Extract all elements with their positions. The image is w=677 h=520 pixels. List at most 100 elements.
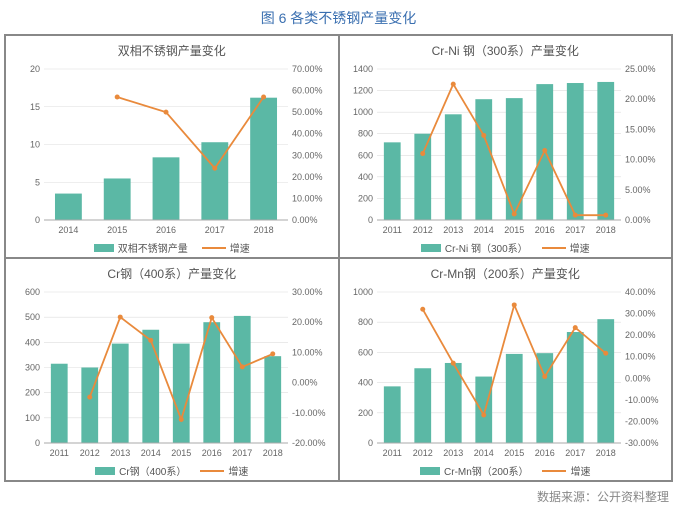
- svg-text:20.00%: 20.00%: [292, 317, 323, 327]
- svg-text:2012: 2012: [413, 448, 433, 458]
- svg-text:40.00%: 40.00%: [625, 287, 656, 297]
- svg-text:600: 600: [358, 347, 373, 357]
- svg-text:0: 0: [368, 438, 373, 448]
- chart-crmn200: Cr-Mn钢（200系）产量变化 02004006008001000-30.00…: [339, 258, 673, 481]
- svg-text:30.00%: 30.00%: [292, 287, 323, 297]
- svg-text:2018: 2018: [253, 225, 273, 235]
- chart-svg: 0 200 400 600 800 1000 1200 1400 0.00% 5.00% 10.00…: [345, 63, 665, 238]
- svg-text:2011: 2011: [383, 448, 402, 458]
- svg-text:20.00%: 20.00%: [625, 94, 656, 104]
- svg-text:5.00%: 5.00%: [625, 185, 651, 195]
- svg-text:60.00%: 60.00%: [292, 86, 323, 96]
- svg-text:2014: 2014: [474, 448, 494, 458]
- svg-text:0: 0: [35, 215, 40, 225]
- chart-title: Cr钢（400系）产量变化: [107, 265, 236, 282]
- svg-text:2016: 2016: [535, 225, 555, 235]
- svg-text:15.00%: 15.00%: [625, 124, 656, 134]
- chart-grid: 双相不锈钢产量变化 0 5 10 15 20 0.00% 10.00% 20.00% 30.00…: [4, 34, 673, 482]
- svg-text:0.00%: 0.00%: [625, 215, 651, 225]
- svg-text:100: 100: [25, 413, 40, 423]
- legend: Cr钢（400系） 增速: [95, 463, 248, 478]
- svg-text:1400: 1400: [353, 64, 373, 74]
- svg-text:600: 600: [358, 150, 373, 160]
- svg-text:2017: 2017: [565, 225, 585, 235]
- svg-text:10: 10: [30, 140, 40, 150]
- svg-text:400: 400: [358, 378, 373, 388]
- svg-text:2014: 2014: [58, 225, 78, 235]
- svg-text:20.00%: 20.00%: [625, 330, 656, 340]
- svg-text:25.00%: 25.00%: [625, 64, 656, 74]
- chart-svg: 0 100 200 300 400 500 600 -20.00% -10.00% 0.00% 10…: [12, 286, 332, 461]
- svg-text:2015: 2015: [107, 225, 127, 235]
- svg-text:2011: 2011: [383, 225, 402, 235]
- legend-bar: 双相不锈钢产量: [94, 240, 188, 255]
- svg-text:1200: 1200: [353, 86, 373, 96]
- svg-text:2012: 2012: [413, 225, 433, 235]
- svg-text:2015: 2015: [504, 225, 524, 235]
- svg-text:2017: 2017: [565, 448, 585, 458]
- chart-title: Cr-Mn钢（200系）产量变化: [431, 265, 580, 282]
- svg-text:0.00%: 0.00%: [292, 215, 318, 225]
- svg-text:30.00%: 30.00%: [292, 150, 323, 160]
- legend-bar: Cr-Ni 钢（300系）: [421, 240, 528, 255]
- svg-text:2013: 2013: [443, 448, 463, 458]
- legend-line: 增速: [542, 240, 590, 255]
- legend: Cr-Mn钢（200系） 增速: [420, 463, 590, 478]
- svg-text:200: 200: [25, 388, 40, 398]
- chart-title: Cr-Ni 钢（300系）产量变化: [432, 42, 579, 59]
- svg-text:2018: 2018: [596, 225, 616, 235]
- svg-text:2015: 2015: [171, 448, 191, 458]
- svg-text:10.00%: 10.00%: [625, 155, 656, 165]
- svg-text:5: 5: [35, 177, 40, 187]
- svg-text:40.00%: 40.00%: [292, 129, 323, 139]
- svg-text:10.00%: 10.00%: [292, 347, 323, 357]
- legend: Cr-Ni 钢（300系） 增速: [421, 240, 590, 255]
- svg-text:-20.00%: -20.00%: [292, 438, 326, 448]
- chart-svg: 02004006008001000-30.00%-20.00%-10.00%0.…: [345, 286, 665, 461]
- chart-title: 双相不锈钢产量变化: [118, 42, 226, 59]
- legend-line: 增速: [202, 240, 250, 255]
- svg-text:-10.00%: -10.00%: [292, 408, 326, 418]
- svg-text:2015: 2015: [504, 448, 524, 458]
- svg-text:2018: 2018: [596, 448, 616, 458]
- svg-text:1000: 1000: [353, 107, 373, 117]
- svg-text:400: 400: [25, 337, 40, 347]
- svg-text:2014: 2014: [474, 225, 494, 235]
- svg-text:0.00%: 0.00%: [292, 378, 318, 388]
- svg-text:50.00%: 50.00%: [292, 107, 323, 117]
- svg-text:15: 15: [30, 102, 40, 112]
- svg-text:2016: 2016: [156, 225, 176, 235]
- svg-text:2018: 2018: [262, 448, 282, 458]
- svg-text:600: 600: [25, 287, 40, 297]
- svg-text:0: 0: [35, 438, 40, 448]
- svg-text:-10.00%: -10.00%: [625, 395, 659, 405]
- figure-title: 图 6 各类不锈钢产量变化: [0, 0, 677, 34]
- svg-text:2016: 2016: [535, 448, 555, 458]
- svg-text:10.00%: 10.00%: [625, 352, 656, 362]
- svg-text:-20.00%: -20.00%: [625, 416, 659, 426]
- svg-text:30.00%: 30.00%: [625, 309, 656, 319]
- svg-text:500: 500: [25, 312, 40, 322]
- svg-text:800: 800: [358, 129, 373, 139]
- svg-text:300: 300: [25, 363, 40, 373]
- svg-text:2017: 2017: [205, 225, 225, 235]
- svg-text:0: 0: [368, 215, 373, 225]
- legend: 双相不锈钢产量 增速: [94, 240, 250, 255]
- svg-text:2014: 2014: [140, 448, 160, 458]
- svg-text:2016: 2016: [201, 448, 221, 458]
- svg-text:1000: 1000: [353, 287, 373, 297]
- svg-text:2017: 2017: [232, 448, 252, 458]
- svg-text:200: 200: [358, 408, 373, 418]
- svg-text:400: 400: [358, 172, 373, 182]
- legend-bar: Cr-Mn钢（200系）: [420, 463, 528, 478]
- svg-text:2013: 2013: [110, 448, 130, 458]
- legend-bar: Cr钢（400系）: [95, 463, 186, 478]
- chart-crni300: Cr-Ni 钢（300系）产量变化 0 200 400 600 800 1000 1200 1…: [339, 35, 673, 258]
- chart-cr400: Cr钢（400系）产量变化 0 100 200 300 400 500 600 -20.00%…: [5, 258, 339, 481]
- svg-text:10.00%: 10.00%: [292, 193, 323, 203]
- svg-text:20.00%: 20.00%: [292, 172, 323, 182]
- svg-text:200: 200: [358, 193, 373, 203]
- svg-text:70.00%: 70.00%: [292, 64, 323, 74]
- chart-duplex: 双相不锈钢产量变化 0 5 10 15 20 0.00% 10.00% 20.00% 30.00…: [5, 35, 339, 258]
- svg-text:20: 20: [30, 64, 40, 74]
